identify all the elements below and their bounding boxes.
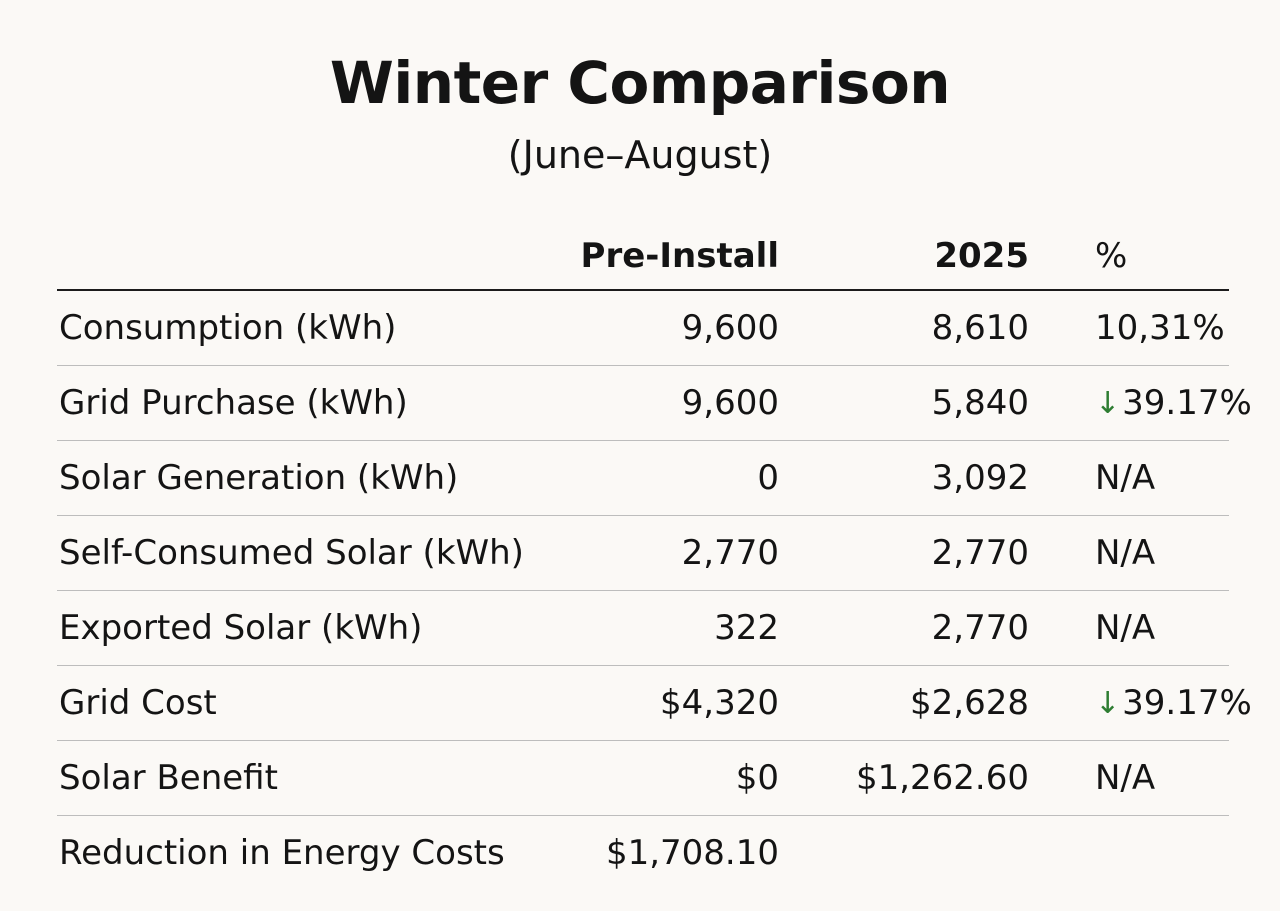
pre-install-value: 9,600 [681,383,779,423]
percent-value: N/A [1095,458,1156,498]
row-label: Solar Generation (kWh) [59,458,459,498]
table-row: Grid Cost $4,320 $2,628 ↓ 39.17% [57,666,1252,741]
percent-value: N/A [1095,758,1156,798]
percent-change: ↓ 39.17% [1095,666,1252,740]
table-row: Reduction in Energy Costs $1,708.10 [57,816,1229,890]
row-label: Self-Consumed Solar (kWh) [59,533,524,573]
table-row: Self-Consumed Solar (kWh) 2,770 2,770 N/A [57,516,1229,591]
percent-value: 39.17% [1122,383,1252,423]
percent-change: 10,31% [1095,291,1225,365]
value-2025: 8,610 [931,308,1029,348]
percent-change: N/A [1095,516,1155,590]
page-title: Winter Comparison [329,49,951,117]
row-label: Grid Cost [59,683,217,723]
pre-install-value: 0 [757,458,779,498]
header-pre-install: Pre-Install [580,236,779,276]
percent-value: 10,31% [1095,308,1225,348]
value-2025: $1,262.60 [855,758,1029,798]
row-label: Exported Solar (kWh) [59,608,423,648]
header-percent: % [1095,236,1128,276]
table-row: Grid Purchase (kWh) 9,600 5,840 ↓ 39.17% [57,366,1252,441]
value-2025: 5,840 [931,383,1029,423]
table-row: Consumption (kWh) 9,600 8,610 10,31% [57,291,1229,366]
table-row: Exported Solar (kWh) 322 2,770 N/A [57,591,1229,666]
percent-change: ↓ 39.17% [1095,366,1252,440]
row-label: Grid Purchase (kWh) [59,383,408,423]
table-body: Consumption (kWh) 9,600 8,610 10,31% Grid Pu… [57,291,1252,890]
percent-change: N/A [1095,441,1155,515]
value-2025: 3,092 [931,458,1029,498]
value-2025: $2,628 [910,683,1029,723]
pre-install-value: 2,770 [681,533,779,573]
value-2025: 2,770 [931,608,1029,648]
row-label: Solar Benefit [59,758,278,798]
table-row: Solar Generation (kWh) 0 3,092 N/A [57,441,1229,516]
percent-value: N/A [1095,608,1156,648]
percent-change: N/A [1095,591,1155,665]
pre-install-value: $1,708.10 [605,833,779,873]
percent-value: 39.17% [1122,683,1252,723]
table-row: Solar Benefit $0 $1,262.60 N/A [57,741,1229,816]
header-2025: 2025 [934,236,1029,276]
page-subtitle: (June–August) [507,133,773,177]
row-label: Consumption (kWh) [59,308,397,348]
comparison-table: Pre-Install 2025 % Consumption (kWh) 9,60… [57,228,1252,890]
row-label: Reduction in Energy Costs [59,833,505,873]
percent-value: N/A [1095,533,1156,573]
percent-change: N/A [1095,741,1155,815]
pre-install-value: $0 [735,758,779,798]
pre-install-value: 9,600 [681,308,779,348]
down-arrow-icon: ↓ [1095,685,1121,721]
value-2025: 2,770 [931,533,1029,573]
pre-install-value: 322 [714,608,779,648]
down-arrow-icon: ↓ [1095,385,1121,421]
pre-install-value: $4,320 [660,683,779,723]
table-header-row: Pre-Install 2025 % [57,228,1229,291]
